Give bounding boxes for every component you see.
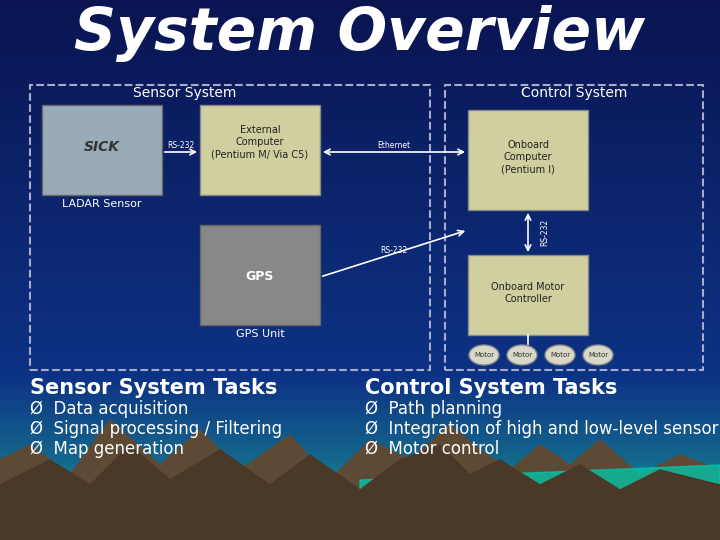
Text: Onboard
Computer
(Pentium I): Onboard Computer (Pentium I) [501,140,555,174]
Text: External
Computer
(Pentium M/ Via C5): External Computer (Pentium M/ Via C5) [212,125,309,159]
Bar [30,85,430,370]
Text: Ø  Map generation: Ø Map generation [30,440,184,458]
Text: GPS: GPS [246,271,274,284]
Text: RS-232: RS-232 [380,246,408,255]
Ellipse shape [507,345,537,365]
Text: Sensor System Tasks: Sensor System Tasks [30,378,277,398]
Polygon shape [0,420,720,540]
Text: Ethernet: Ethernet [377,141,410,150]
Text: Control System Tasks: Control System Tasks [365,378,617,398]
Text: System Overview: System Overview [74,4,646,62]
Text: SICK: SICK [84,140,120,154]
Text: RS-232: RS-232 [540,218,549,246]
Polygon shape [360,465,720,540]
Bar [200,105,320,195]
Bar [42,105,162,195]
Text: Control System: Control System [521,86,627,100]
Text: Motor: Motor [550,352,570,358]
Text: Ø  Data acquisition: Ø Data acquisition [30,400,189,418]
Text: RS-232: RS-232 [167,141,194,150]
Text: Ø  Motor control: Ø Motor control [365,440,499,458]
Polygon shape [0,445,720,540]
Text: Sensor System: Sensor System [133,86,237,100]
Text: Motor: Motor [474,352,494,358]
Bar [468,255,588,335]
Text: GPS Unit: GPS Unit [235,329,284,339]
Text: Motor: Motor [512,352,532,358]
Text: LADAR Sensor: LADAR Sensor [62,199,142,209]
Ellipse shape [545,345,575,365]
Text: Onboard Motor
Controller: Onboard Motor Controller [491,282,564,304]
Bar [200,225,320,325]
Ellipse shape [469,345,499,365]
Bar [468,110,588,210]
Ellipse shape [583,345,613,365]
Text: Ø  Path planning: Ø Path planning [365,400,502,418]
Text: Ø  Integration of high and low-level sensor data: Ø Integration of high and low-level sens… [365,420,720,438]
Text: Ø  Signal processing / Filtering: Ø Signal processing / Filtering [30,420,282,438]
Bar [445,85,703,370]
Text: Motor: Motor [588,352,608,358]
